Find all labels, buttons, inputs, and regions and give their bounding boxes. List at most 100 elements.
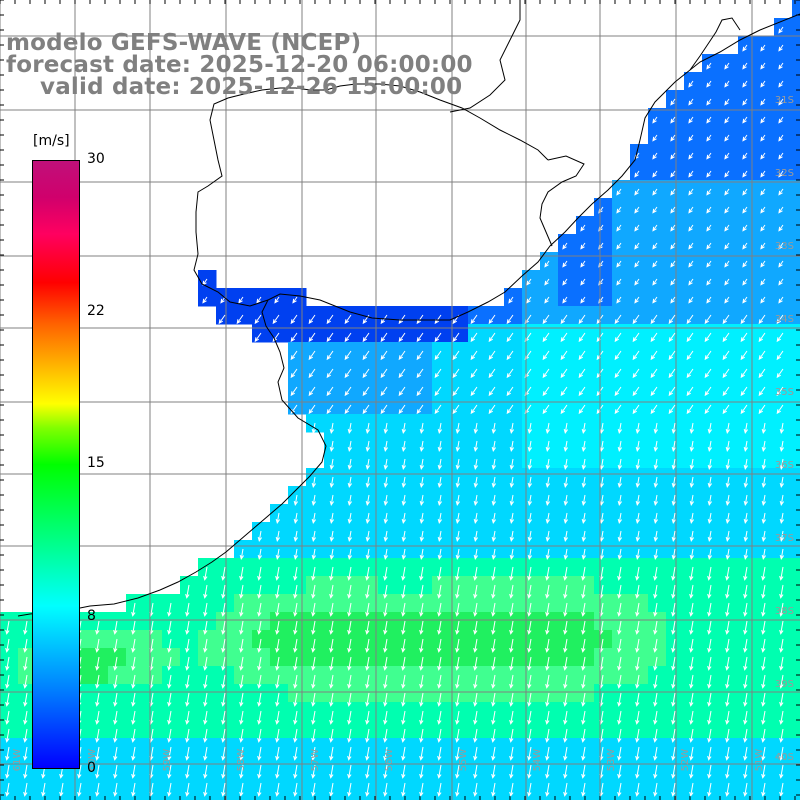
wind-arrow [401, 548, 407, 560]
wind-arrow [275, 692, 280, 707]
wind-arrow [617, 440, 623, 452]
wind-arrow [634, 206, 640, 214]
wind-arrow [347, 674, 352, 689]
wind-arrow [311, 566, 316, 581]
wind-arrow [635, 638, 640, 653]
wind-arrow [167, 620, 172, 635]
wind-arrow [686, 314, 694, 325]
wind-arrow [437, 530, 443, 542]
wind-arrow [617, 548, 623, 560]
wind-arrow [401, 710, 406, 725]
wind-arrow [707, 782, 712, 797]
wind-arrow [542, 386, 550, 397]
wind-arrow [635, 674, 640, 689]
wind-arrow [722, 332, 730, 343]
wind-arrow [257, 692, 262, 707]
field-cell [792, 180, 800, 199]
wind-arrow [329, 476, 335, 488]
wind-arrow [707, 620, 712, 635]
wind-arrow [616, 296, 622, 304]
wind-arrow [650, 314, 658, 325]
wind-arrow [365, 584, 370, 599]
wind-arrow [545, 458, 551, 470]
wind-arrow [776, 314, 784, 325]
wind-arrow [670, 98, 676, 106]
wind-arrow [635, 548, 641, 560]
wind-arrow [706, 152, 712, 160]
wind-arrow [347, 692, 352, 707]
wind-arrow [760, 224, 766, 232]
wind-arrow [362, 386, 370, 397]
wind-arrow [131, 728, 136, 743]
wind-arrow [455, 584, 460, 599]
wind-arrow [599, 512, 605, 524]
wind-arrow [760, 80, 766, 88]
wind-arrow [221, 692, 226, 707]
wind-arrow [617, 530, 623, 542]
latitude-label: 39S [775, 679, 794, 690]
wind-arrow [290, 314, 298, 325]
wind-arrow [113, 764, 118, 779]
wind-arrow [545, 782, 550, 797]
wind-arrow [653, 458, 659, 470]
wind-arrow [779, 530, 785, 542]
wind-arrow [652, 170, 658, 178]
wind-arrow [706, 278, 712, 286]
wind-arrow [347, 512, 353, 524]
wind-arrow [437, 638, 442, 653]
wind-arrow [689, 764, 694, 779]
wind-arrow [634, 260, 640, 268]
wind-arrow [578, 368, 586, 379]
wind-arrow [491, 656, 496, 671]
longitude-label: 52W [680, 749, 691, 772]
wind-arrow [778, 62, 784, 70]
wind-arrow [743, 692, 748, 707]
wind-arrow [671, 458, 677, 470]
wind-arrow [635, 458, 641, 470]
wind-arrow [344, 404, 352, 415]
wind-arrow [293, 548, 299, 560]
wind-arrow [257, 782, 262, 797]
wind-arrow [329, 728, 334, 743]
wind-arrow [275, 656, 280, 671]
wind-arrow [365, 494, 371, 506]
wind-arrow [293, 530, 299, 542]
wind-arrow [545, 710, 550, 725]
wind-arrow [670, 152, 676, 160]
wind-arrow [740, 368, 748, 379]
wind-arrow [185, 710, 190, 725]
wind-arrow [563, 620, 568, 635]
wind-arrow [617, 512, 623, 524]
wind-arrow [5, 746, 10, 761]
wind-arrow [724, 242, 730, 250]
wind-arrow [670, 188, 676, 196]
wind-arrow [290, 368, 298, 379]
wind-arrow [419, 782, 424, 797]
wind-arrow [419, 710, 424, 725]
wind-arrow [707, 494, 713, 506]
wind-arrow [203, 584, 208, 599]
wind-arrow [23, 710, 28, 725]
wind-arrow [761, 746, 766, 761]
wind-arrow [239, 566, 244, 581]
wind-arrow [527, 620, 532, 635]
wind-arrow [563, 476, 569, 488]
wind-arrow [416, 314, 424, 325]
wind-arrow [545, 674, 550, 689]
wind-arrow [563, 440, 569, 452]
border-north [539, 155, 585, 247]
wind-arrow [5, 638, 10, 653]
wind-arrow [452, 404, 460, 415]
wind-arrow [724, 224, 730, 232]
wind-arrow [239, 764, 244, 779]
wind-arrow [778, 26, 784, 34]
wind-arrow [239, 674, 244, 689]
field-cell [792, 432, 800, 451]
wind-arrow [581, 602, 586, 617]
colorbar-unit-label: [m/s] [33, 133, 70, 149]
wind-arrow [437, 692, 442, 707]
wind-arrow [653, 746, 658, 761]
wind-arrow [239, 584, 244, 599]
wind-arrow [365, 602, 370, 617]
wind-arrow [131, 746, 136, 761]
